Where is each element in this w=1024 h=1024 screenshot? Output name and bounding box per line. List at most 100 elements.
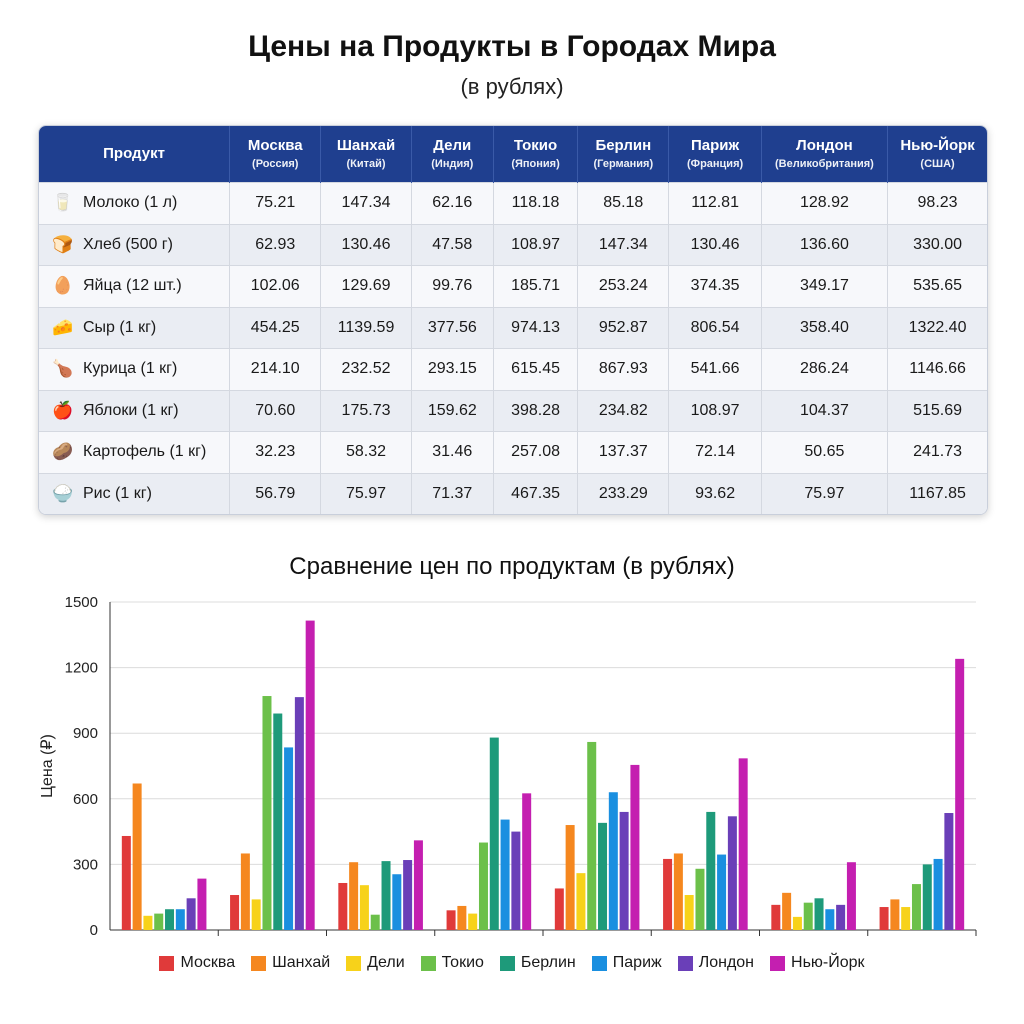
- bar: [663, 858, 673, 930]
- table-row: 🍞 Хлеб (500 г) 62.93 130.46 47.58 108.97 147.3…: [39, 223, 987, 266]
- bar: [305, 620, 315, 930]
- city-column-header: Дели (Индия): [411, 126, 494, 183]
- bar: [273, 713, 283, 930]
- price-cell: 130.46: [668, 223, 762, 266]
- price-cell: 47.58: [411, 223, 494, 266]
- table-row: 🥚 Яйца (12 шт.) 102.06 129.69 99.76 185.71 253…: [39, 265, 987, 307]
- bar: [392, 874, 402, 930]
- cheese-icon: 🧀: [52, 317, 74, 337]
- bar: [587, 741, 597, 930]
- city-country: (Китай): [346, 157, 386, 170]
- bar: [944, 813, 954, 930]
- price-cell: 70.60: [229, 389, 322, 432]
- bar: [186, 898, 196, 930]
- legend-label: Нью-Йорк: [791, 954, 865, 971]
- bar: [825, 909, 835, 930]
- bar: [684, 895, 694, 930]
- legend-label: Париж: [612, 954, 662, 971]
- price-cell: 286.24: [761, 348, 889, 390]
- legend-item: Лондон: [677, 954, 755, 972]
- price-cell: 118.18: [493, 182, 579, 224]
- bar: [933, 858, 943, 930]
- product-cell: 🥔 Картофель (1 кг): [39, 431, 231, 473]
- price-cell: 62.93: [229, 223, 322, 266]
- legend-swatch: [159, 955, 175, 971]
- price-cell: 398.28: [493, 389, 579, 432]
- city-country: (Франция): [687, 157, 744, 170]
- price-cell: 112.81: [668, 182, 762, 224]
- eggs-icon: 🥚: [52, 276, 74, 296]
- bar: [814, 898, 824, 930]
- legend-swatch: [770, 955, 786, 971]
- price-cell: 1167.85: [887, 472, 987, 514]
- product-label: Курица (1 кг): [83, 360, 178, 378]
- table-row: 🧀 Сыр (1 кг) 454.25 1139.59 377.56 974.13 952.…: [39, 306, 987, 349]
- bar: [673, 853, 683, 930]
- city-country: (США): [920, 157, 955, 170]
- price-cell: 257.08: [493, 431, 579, 473]
- apple-icon: 🍎: [52, 400, 74, 420]
- price-cell: 102.06: [229, 265, 322, 307]
- bar: [565, 825, 575, 930]
- product-label: Молоко (1 л): [83, 194, 178, 212]
- y-tick-label: 1500: [65, 594, 98, 611]
- price-cell: 75.21: [229, 182, 322, 224]
- legend-label: Лондон: [698, 954, 755, 971]
- price-cell: 293.15: [411, 348, 494, 390]
- y-tick-label: 0: [90, 922, 98, 939]
- price-cell: 232.52: [320, 348, 412, 390]
- page-title: Цены на Продукты в Городах Мира: [248, 30, 776, 63]
- city-name: Париж: [691, 136, 740, 154]
- product-label: Рис (1 кг): [83, 484, 152, 502]
- price-cell: 1139.59: [320, 306, 412, 349]
- legend-swatch: [251, 955, 267, 971]
- bar: [630, 764, 640, 930]
- bar: [370, 914, 380, 930]
- bar: [381, 861, 391, 930]
- price-cell: 377.56: [411, 306, 494, 349]
- bar: [771, 904, 781, 930]
- bar: [143, 915, 153, 930]
- legend-label: Шанхай: [272, 954, 331, 971]
- price-cell: 253.24: [577, 265, 670, 307]
- price-cell: 75.97: [320, 472, 412, 514]
- product-label: Сыр (1 кг): [83, 318, 157, 336]
- price-cell: 1146.66: [887, 348, 987, 390]
- bar: [197, 878, 207, 930]
- bar: [576, 873, 586, 930]
- bar: [338, 882, 348, 930]
- legend-label: Токио: [441, 954, 484, 971]
- bread-icon: 🍞: [52, 234, 74, 254]
- price-cell: 98.23: [887, 182, 987, 224]
- price-cell: 31.46: [411, 431, 494, 473]
- city-name: Москва: [247, 136, 303, 154]
- price-cell: 75.97: [761, 472, 889, 514]
- product-label: Яйца (12 шт.): [83, 277, 182, 295]
- price-cell: 175.73: [320, 389, 412, 432]
- milk-icon: 🥛: [52, 193, 74, 213]
- bar: [619, 811, 629, 930]
- city-country: (Япония): [511, 157, 560, 170]
- bar: [511, 831, 521, 930]
- price-cell: 535.65: [887, 265, 987, 307]
- price-cell: 104.37: [761, 389, 889, 432]
- price-cell: 136.60: [761, 223, 889, 266]
- price-cell: 32.23: [229, 431, 322, 473]
- legend-item: Дели: [346, 954, 405, 972]
- bar: [132, 783, 142, 930]
- price-cell: 374.35: [668, 265, 762, 307]
- bar: [284, 747, 294, 930]
- bar: [403, 860, 413, 930]
- bar: [413, 840, 423, 930]
- price-cell: 147.34: [577, 223, 670, 266]
- legend-item: Москва: [159, 954, 235, 972]
- bar: [836, 904, 846, 930]
- product-cell: 🍚 Рис (1 кг): [39, 472, 231, 514]
- product-label: Хлеб (500 г): [83, 235, 173, 253]
- bar: [738, 758, 748, 930]
- legend-swatch: [591, 955, 607, 971]
- price-cell: 234.82: [577, 389, 670, 432]
- price-cell: 185.71: [493, 265, 579, 307]
- bar: [522, 793, 532, 930]
- price-cell: 128.92: [761, 182, 889, 224]
